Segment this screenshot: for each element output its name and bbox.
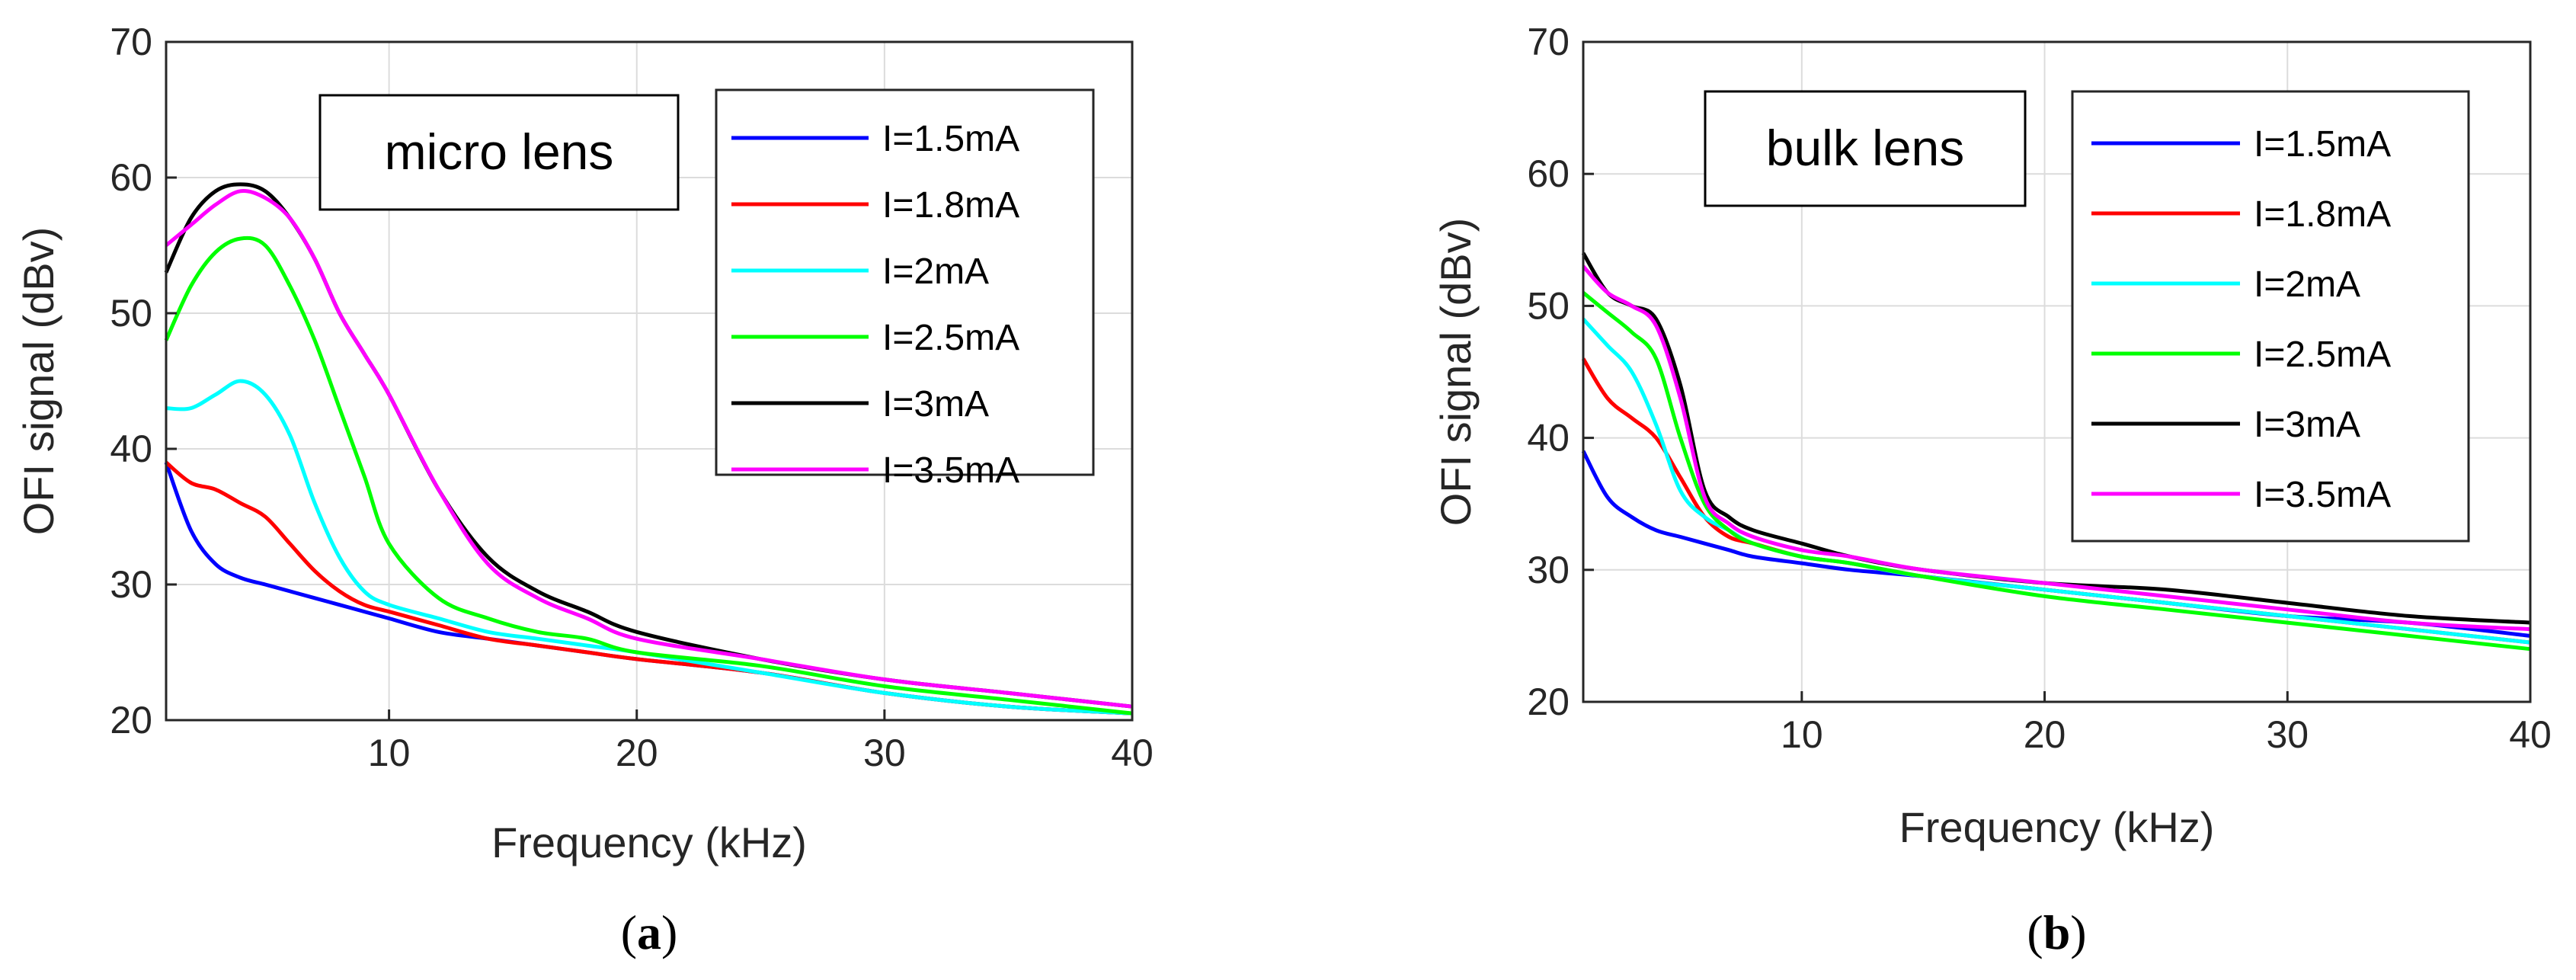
legend-label: I=2.5mA	[882, 318, 1019, 358]
y-tick-label: 20	[1527, 681, 1570, 723]
panel-label-letter: b	[2043, 905, 2071, 959]
panel-label-open: (	[621, 905, 637, 959]
x-tick-label: 20	[616, 732, 658, 774]
series-line-I=2mA	[165, 379, 1133, 716]
y-axis-label: OFI signal (dBv)	[1432, 218, 1480, 527]
panel-b: 10 20 30 40 20 30 40 50 60 70 Frequency (kHz) OFI s…	[1432, 21, 2552, 959]
x-axis-label: Frequency (kHz)	[1899, 803, 2215, 851]
y-tick-label: 30	[1527, 549, 1570, 591]
series-line-I=2.5mA	[1582, 291, 2531, 652]
legend-label: I=3.5mA	[882, 450, 1019, 491]
y-tick-label: 70	[110, 21, 152, 63]
x-tick-label: 40	[1111, 732, 1154, 774]
legend-label: I=2mA	[882, 251, 989, 292]
y-tick-label: 60	[110, 156, 152, 199]
x-tick-label: 10	[368, 732, 411, 774]
legend-label: I=2.5mA	[2254, 335, 2391, 375]
y-tick-label: 30	[110, 563, 152, 606]
y-tick-label: 40	[1527, 417, 1570, 460]
series-line-I=2.5mA	[164, 235, 1133, 716]
legend-label: I=2mA	[2254, 264, 2360, 305]
panel-label-close: )	[661, 905, 677, 959]
series-line-I=3mA	[1581, 251, 2531, 625]
legend-label: I=3mA	[2254, 405, 2360, 445]
x-axis-label: Frequency (kHz)	[491, 818, 807, 866]
legend-box	[2071, 90, 2470, 543]
legend-box	[715, 88, 1095, 476]
legend: I=1.5mA I=1.8mA I=2mA I=2.5mA I=3mA I=3.5mA	[715, 88, 1095, 491]
annotation-text: micro lens	[385, 123, 614, 180]
y-tick-label: 50	[110, 292, 152, 335]
legend-label: I=1.8mA	[882, 185, 1019, 226]
legend: I=1.5mA I=1.8mA I=2mA I=2.5mA I=3mA I=3.5mA	[2071, 90, 2470, 543]
annotation-box	[318, 94, 680, 211]
series-line-I=3.5mA	[1582, 264, 2531, 632]
panel-label-close: )	[2070, 905, 2086, 959]
axes-box	[1582, 40, 2532, 703]
legend-label: I=1.5mA	[882, 119, 1019, 159]
y-tick-label: 40	[110, 428, 152, 470]
series-line-I=3.5mA	[165, 189, 1133, 709]
panel-label: (b)	[2027, 905, 2086, 959]
panel-label-open: (	[2027, 905, 2043, 959]
legend-label: I=3.5mA	[2254, 475, 2391, 515]
y-tick-label: 60	[1527, 152, 1570, 195]
legend-label: I=1.8mA	[2254, 194, 2391, 235]
legend-label: I=1.5mA	[2254, 124, 2391, 165]
annotation-text: bulk lens	[1766, 120, 1965, 176]
y-tick-label: 70	[1527, 21, 1570, 63]
x-tick-label: 30	[863, 732, 906, 774]
y-tick-label: 20	[110, 699, 152, 741]
y-axis-label: OFI signal (dBv)	[14, 227, 62, 536]
x-tick-label: 20	[2024, 713, 2066, 756]
panel-label-letter: a	[637, 905, 661, 959]
panel-label: (a)	[621, 905, 678, 959]
axes-box	[165, 40, 1134, 722]
x-tick-label: 10	[1781, 713, 1823, 756]
x-tick-label: 30	[2266, 713, 2309, 756]
x-tick-label: 40	[2509, 713, 2552, 756]
panel-a: 10 20 30 40 20 30 40 50 60 70 Frequency (kHz) OFI s…	[14, 21, 1154, 959]
annotation-box	[1704, 90, 2027, 207]
legend-label: I=3mA	[882, 384, 989, 424]
y-tick-label: 50	[1527, 284, 1570, 327]
